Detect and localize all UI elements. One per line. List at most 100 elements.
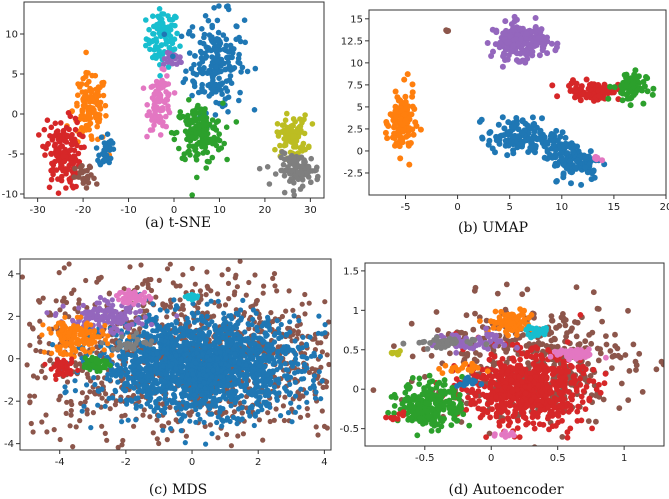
point-blue xyxy=(209,431,215,437)
point-blue xyxy=(501,125,508,132)
point-gray xyxy=(291,158,297,164)
point-brown xyxy=(207,422,213,428)
point-orange xyxy=(79,329,85,335)
y-tick-label: -2.5 xyxy=(343,168,363,179)
point-blue xyxy=(254,324,260,330)
point-blue xyxy=(238,307,244,313)
point-blue xyxy=(523,137,530,144)
point-green xyxy=(629,80,636,87)
point-blue xyxy=(478,116,485,123)
point-brown xyxy=(68,412,74,418)
point-gray xyxy=(286,158,293,165)
point-brown xyxy=(237,258,243,264)
point-purple xyxy=(507,33,514,39)
point-orange xyxy=(94,123,100,130)
point-blue xyxy=(199,392,205,398)
point-blue xyxy=(104,354,110,360)
point-orange xyxy=(403,105,410,112)
point-blue xyxy=(169,378,175,384)
point-blue xyxy=(153,356,159,362)
point-blue xyxy=(102,403,108,409)
point-purple xyxy=(126,322,132,329)
point-pink xyxy=(120,295,126,301)
point-red xyxy=(72,126,79,133)
point-blue xyxy=(303,341,309,347)
point-blue xyxy=(139,378,145,384)
point-blue xyxy=(182,76,189,82)
point-brown xyxy=(104,437,110,443)
point-blue xyxy=(187,387,193,393)
point-blue xyxy=(168,426,174,432)
point-red xyxy=(573,80,580,87)
point-olive xyxy=(288,123,295,129)
point-orange xyxy=(59,327,65,333)
point-brown xyxy=(56,270,62,276)
point-blue xyxy=(504,152,511,159)
point-brown xyxy=(99,423,105,429)
point-green xyxy=(194,174,200,181)
point-blue xyxy=(164,308,170,314)
point-pink xyxy=(113,293,120,299)
point-blue xyxy=(219,423,225,429)
point-brown xyxy=(177,283,183,289)
point-blue xyxy=(184,315,190,321)
point-blue xyxy=(568,180,574,187)
point-orange xyxy=(78,113,84,119)
point-blue xyxy=(210,55,217,61)
point-blue xyxy=(179,373,185,380)
point-blue xyxy=(190,371,196,377)
point-orange xyxy=(400,127,407,134)
point-blue xyxy=(263,383,269,389)
point-green xyxy=(643,74,649,80)
point-orange xyxy=(90,338,96,344)
point-brown xyxy=(225,266,231,272)
point-blue xyxy=(216,3,222,9)
point-brown xyxy=(44,429,50,435)
point-orange xyxy=(392,103,399,110)
point-orange xyxy=(89,136,95,142)
point-brown xyxy=(205,285,211,291)
point-purple xyxy=(514,50,520,57)
point-blue xyxy=(272,331,278,337)
point-blue xyxy=(215,356,221,362)
point-blue xyxy=(242,382,248,388)
point-blue xyxy=(223,42,229,49)
point-blue xyxy=(162,392,168,398)
point-brown xyxy=(445,27,452,34)
point-brown xyxy=(186,410,192,416)
point-purple xyxy=(544,50,551,57)
point-blue xyxy=(123,397,129,403)
point-blue xyxy=(221,316,227,322)
point-blue xyxy=(200,40,207,47)
point-orange xyxy=(409,89,416,96)
point-brown xyxy=(189,265,195,272)
point-olive xyxy=(279,122,286,128)
point-brown xyxy=(252,272,258,278)
point-blue xyxy=(202,345,208,351)
point-blue xyxy=(104,131,111,137)
point-orange xyxy=(385,123,392,129)
x-tick-label: 30 xyxy=(304,205,317,216)
point-blue xyxy=(304,399,310,405)
point-red xyxy=(67,147,74,153)
point-blue xyxy=(486,130,493,136)
point-blue xyxy=(224,54,230,61)
point-green xyxy=(214,136,221,142)
point-blue xyxy=(193,406,199,413)
point-green xyxy=(649,91,656,98)
point-brown xyxy=(33,347,39,354)
point-pink xyxy=(144,133,150,140)
point-blue xyxy=(284,348,291,354)
point-blue xyxy=(138,372,144,378)
point-brown xyxy=(43,412,49,418)
point-brown xyxy=(83,277,89,284)
point-blue xyxy=(238,317,244,323)
point-orange xyxy=(66,330,72,336)
point-blue xyxy=(125,351,131,358)
point-olive xyxy=(282,142,289,148)
point-purple xyxy=(178,59,184,66)
point-blue xyxy=(201,317,207,324)
